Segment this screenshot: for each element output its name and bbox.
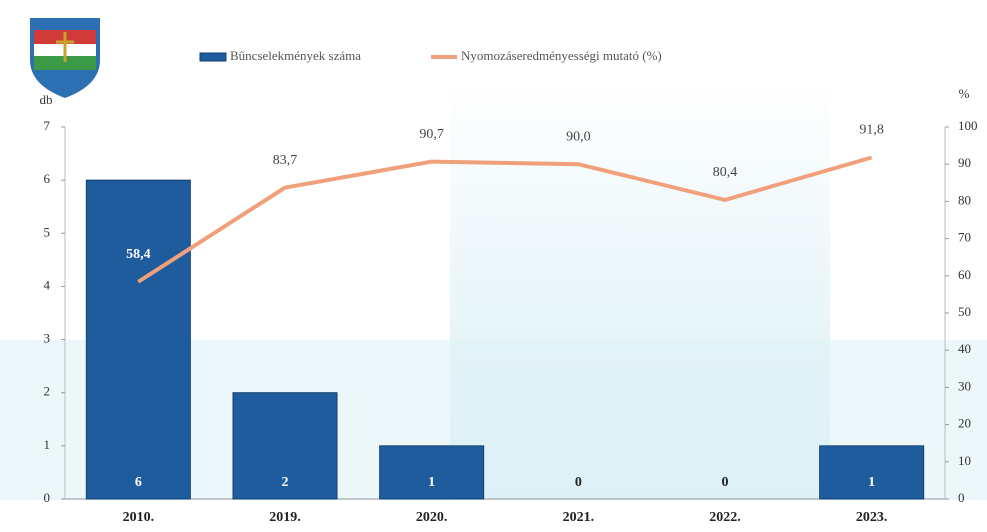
y-tick-label: 2	[44, 384, 51, 399]
x-tick-label: 2021.	[563, 510, 595, 525]
line-value-label: 58,4	[126, 247, 151, 262]
x-tick-label: 2022.	[709, 510, 741, 525]
y2-tick-label: 100	[958, 118, 978, 133]
y2-tick-label: 60	[958, 267, 971, 282]
x-tick-label: 2020.	[416, 510, 448, 525]
y2-tick-label: 40	[958, 341, 971, 356]
line-series	[137, 155, 873, 284]
bar-value-label: 2	[282, 475, 289, 490]
legend-label: Nyomozáseredményességi mutató (%)	[461, 48, 662, 63]
y2-tick-label: 10	[958, 453, 971, 468]
bar-value-label: 0	[575, 475, 582, 490]
bar-value-label: 6	[135, 475, 142, 490]
y-tick-label: 1	[44, 437, 51, 452]
line-value-label: 90,7	[419, 127, 444, 142]
bar	[379, 445, 485, 500]
bar	[85, 179, 191, 500]
y2-tick-label: 20	[958, 416, 971, 431]
legend-swatch	[199, 52, 227, 62]
line-value-label: 90,0	[566, 129, 591, 144]
logo	[30, 18, 100, 98]
y-tick-label: 4	[44, 277, 51, 292]
y2-tick-label: 80	[958, 192, 971, 207]
line-value-label: 91,8	[859, 123, 884, 138]
line-value-label: 83,7	[273, 153, 298, 168]
y2-tick-label: 30	[958, 378, 971, 393]
bar-value-label: 1	[868, 475, 875, 490]
y2-tick-label: 90	[958, 155, 971, 170]
y-axis-label: db	[40, 92, 53, 107]
y2-tick-label: 0	[958, 490, 965, 505]
bar-value-label: 1	[428, 475, 435, 490]
y-tick-label: 7	[44, 118, 51, 133]
y2-tick-label: 50	[958, 304, 971, 319]
x-tick-label: 2019.	[269, 510, 301, 525]
legend-label: Bűncselekmények száma	[230, 48, 361, 63]
x-tick-label: 2010.	[123, 510, 155, 525]
bar	[819, 445, 925, 500]
bar-value-label: 0	[722, 475, 729, 490]
y2-axis-label: %	[959, 86, 970, 101]
y-tick-label: 0	[44, 490, 51, 505]
y2-tick-label: 70	[958, 230, 971, 245]
y-tick-label: 6	[44, 171, 51, 186]
x-tick-label: 2023.	[856, 510, 888, 525]
line-value-label: 80,4	[713, 165, 738, 180]
y-tick-label: 3	[44, 331, 51, 346]
bar	[232, 392, 338, 500]
y-tick-label: 5	[44, 224, 51, 239]
